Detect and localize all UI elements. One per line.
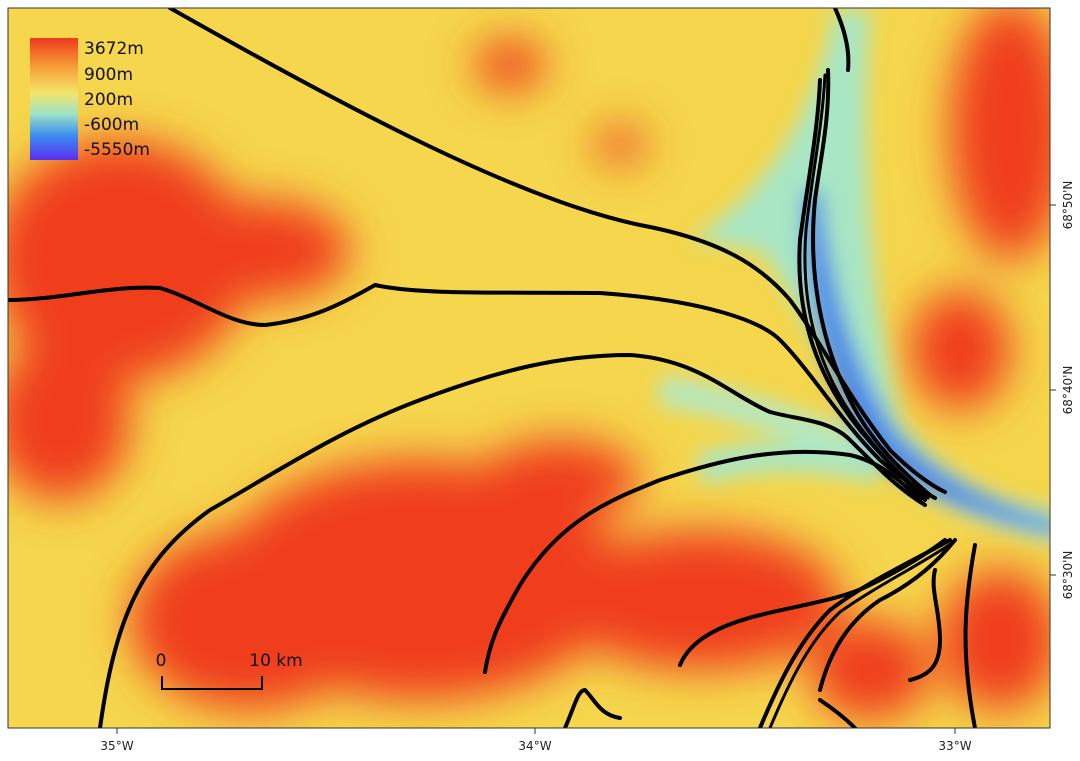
terrain-shape <box>940 570 1060 710</box>
legend-colorbar <box>30 38 78 160</box>
y-tick-label: 68°50'N <box>1061 181 1075 230</box>
terrain-shape <box>480 440 640 520</box>
legend-label: 200m <box>84 90 133 110</box>
map: 3672m 900m 200m -600m -5550m 0 10 km 35°… <box>0 0 1080 761</box>
scale-start: 0 <box>156 651 167 671</box>
terrain-shape <box>170 200 350 300</box>
legend-label: 900m <box>84 65 133 85</box>
terrain-shape <box>130 530 370 710</box>
y-tick-label: 68°40'N <box>1061 366 1075 415</box>
legend-label: 3672m <box>84 39 144 59</box>
x-tick-label: 34°W <box>518 739 551 753</box>
x-tick-label: 33°W <box>938 739 971 753</box>
y-tick-label: 68°30'N <box>1061 551 1075 600</box>
terrain-shape <box>475 40 545 90</box>
terrain-shape <box>595 127 645 163</box>
scale-end: 10 km <box>249 651 302 671</box>
x-tick-label: 35°W <box>100 739 133 753</box>
terrain-shape <box>910 290 1010 410</box>
page: {"legend": {"items": [{"label": "3672m"}… <box>0 0 1080 761</box>
legend-label: -5550m <box>84 140 150 160</box>
terrain-shape <box>950 0 1070 260</box>
legend-label: -600m <box>84 115 139 135</box>
